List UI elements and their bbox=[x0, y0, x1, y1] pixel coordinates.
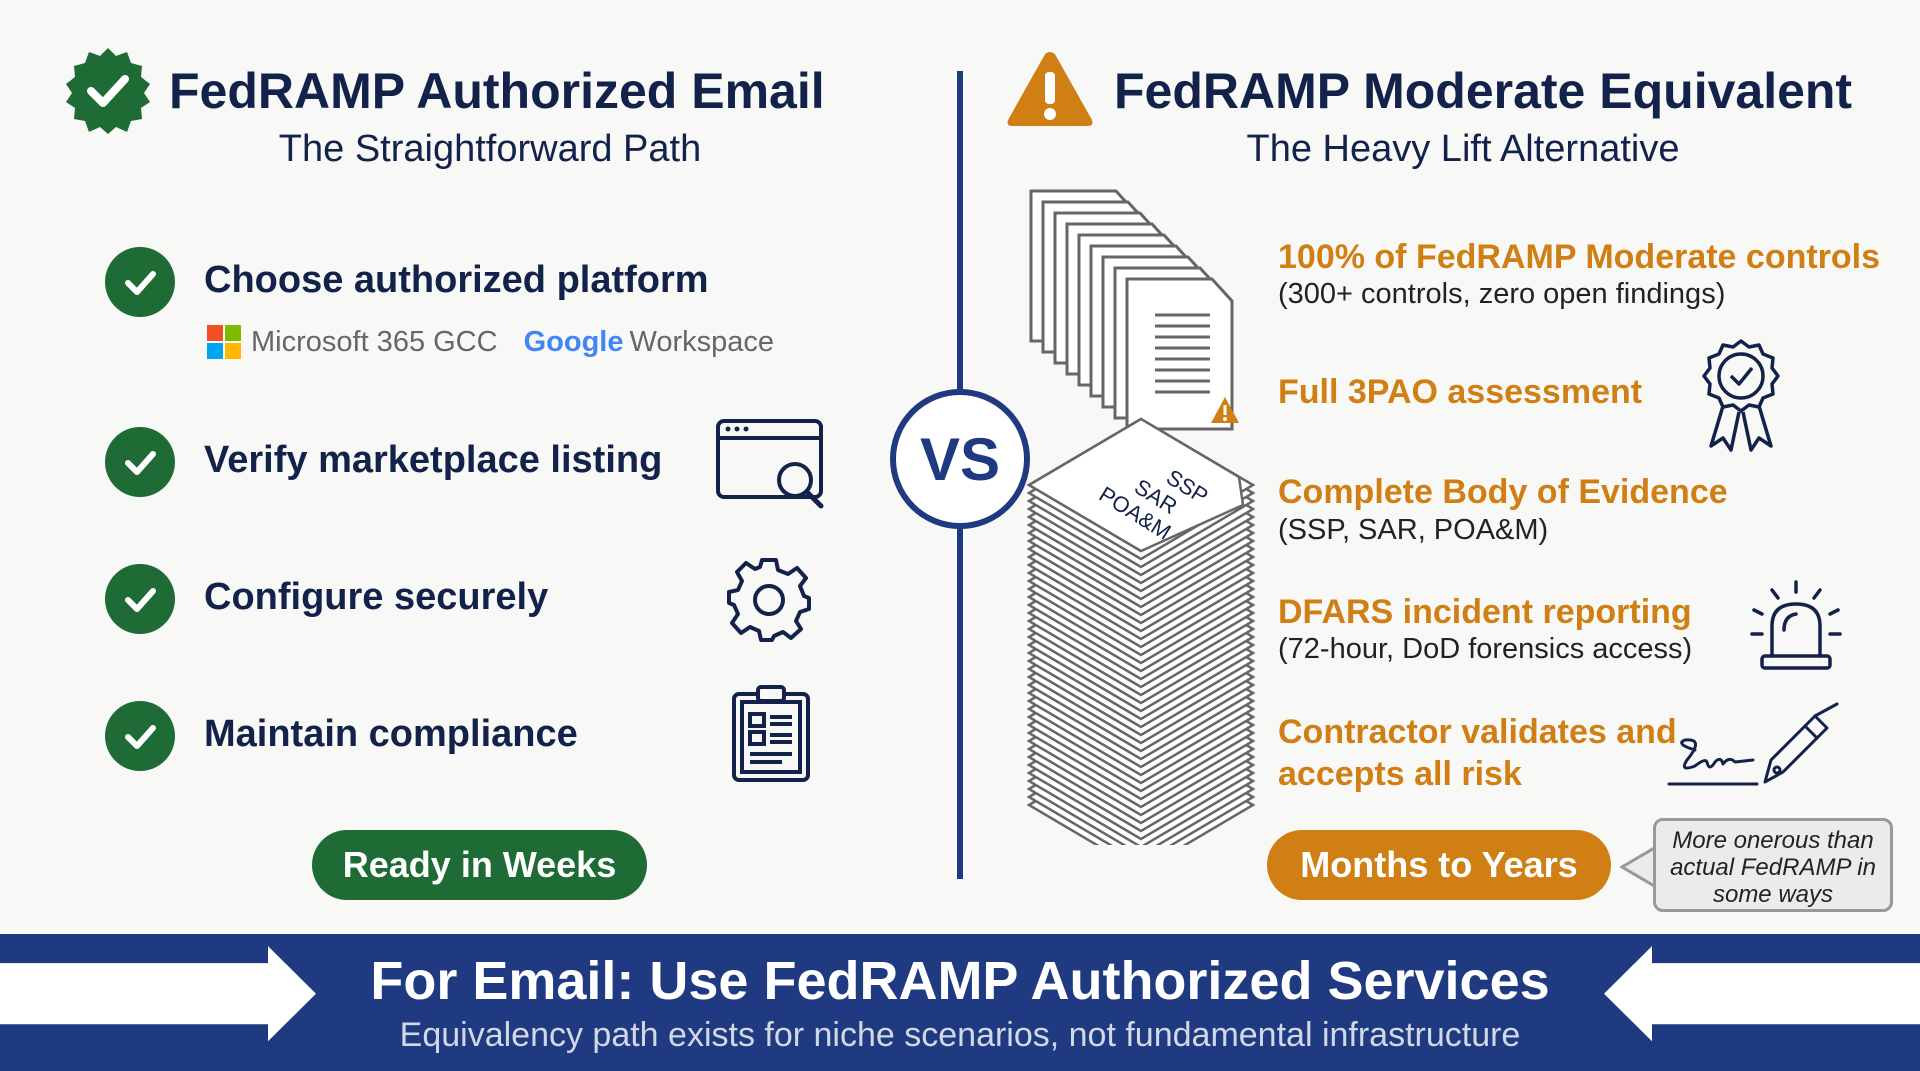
gear-icon bbox=[727, 558, 811, 642]
google-workspace: Workspace bbox=[629, 325, 774, 358]
callout-pointer bbox=[1620, 845, 1657, 889]
req-contractor-risk: Contractor validates and accepts all ris… bbox=[1278, 713, 1677, 793]
check-icon bbox=[105, 247, 175, 317]
bottom-banner bbox=[0, 934, 1920, 1071]
step-choose-platform: Choose authorized platform bbox=[204, 259, 709, 301]
vs-circle: VS bbox=[890, 389, 1030, 529]
left-title: FedRAMP Authorized Email bbox=[169, 63, 825, 119]
banner-subtitle: Equivalency path exists for niche scenar… bbox=[399, 1016, 1521, 1054]
right-title: FedRAMP Moderate Equivalent bbox=[1114, 63, 1853, 119]
warning-icon bbox=[1007, 52, 1093, 126]
check-icon bbox=[105, 564, 175, 634]
document-page bbox=[1125, 277, 1234, 431]
callout-note: More onerous than actual FedRAMP in some… bbox=[1653, 818, 1893, 912]
req-boe-detail: (SSP, SAR, POA&M) bbox=[1278, 514, 1549, 546]
req-3pao: Full 3PAO assessment bbox=[1278, 373, 1643, 411]
top-sheet bbox=[1026, 417, 1245, 553]
step-configure: Configure securely bbox=[204, 576, 549, 618]
check-icon bbox=[105, 427, 175, 497]
req-dfars-detail: (72-hour, DoD forensics access) bbox=[1278, 633, 1693, 665]
right-pointing-arrow-icon bbox=[0, 946, 316, 1042]
document-stack-illustration: SSP SAR POA&M bbox=[1026, 189, 1256, 845]
months-to-years-badge: Months to Years bbox=[1267, 830, 1611, 900]
alert-triangle-icon bbox=[1211, 397, 1239, 423]
microsoft-365-gcc: Microsoft 365 GCC bbox=[251, 325, 498, 358]
req-body-of-evidence: Complete Body of Evidence bbox=[1278, 473, 1728, 511]
step-verify-listing: Verify marketplace listing bbox=[204, 439, 663, 481]
google-logo: Google bbox=[523, 325, 624, 358]
clipboard-icon bbox=[732, 685, 810, 782]
banner-arrows bbox=[0, 946, 1920, 1042]
verified-badge-icon bbox=[66, 48, 150, 134]
left-pointing-arrow-icon bbox=[1604, 946, 1920, 1042]
banner-title: For Email: Use FedRAMP Authorized Servic… bbox=[370, 951, 1550, 1011]
ready-in-weeks-badge: Ready in Weeks bbox=[312, 830, 647, 900]
signature-pen-icon bbox=[1667, 702, 1839, 786]
left-subtitle: The Straightforward Path bbox=[278, 128, 702, 170]
browser-search-icon bbox=[716, 419, 824, 509]
req-dfars: DFARS incident reporting bbox=[1278, 593, 1692, 631]
award-ribbon-icon bbox=[1702, 339, 1780, 452]
right-subtitle: The Heavy Lift Alternative bbox=[1246, 128, 1680, 170]
req-controls: 100% of FedRAMP Moderate controls bbox=[1278, 238, 1881, 276]
req-controls-detail: (300+ controls, zero open findings) bbox=[1278, 278, 1726, 310]
check-icon bbox=[105, 701, 175, 771]
microsoft-logo-icon bbox=[207, 325, 241, 359]
platform-logos: Microsoft 365 GCC Google Workspace bbox=[207, 325, 774, 359]
step-maintain: Maintain compliance bbox=[204, 713, 578, 755]
alarm-light-icon bbox=[1750, 580, 1842, 670]
